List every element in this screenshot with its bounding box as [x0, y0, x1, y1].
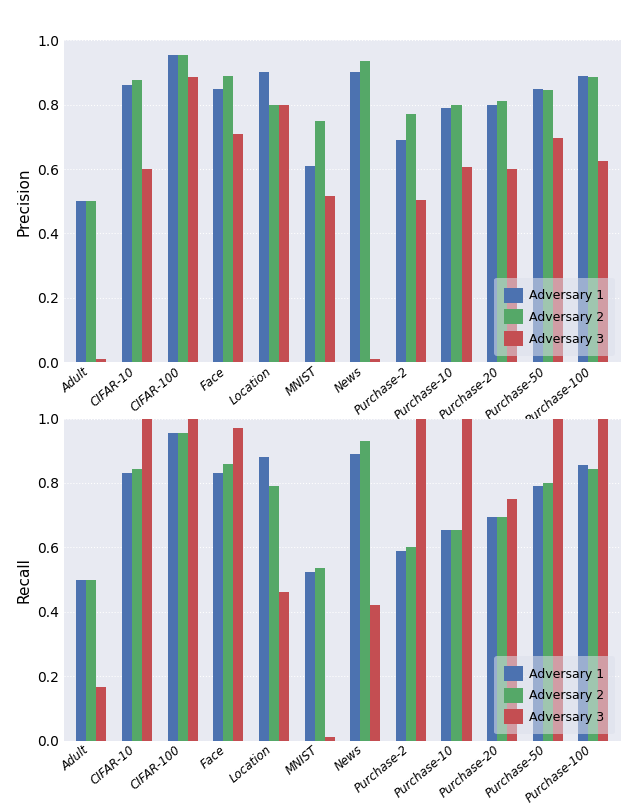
Bar [142, 169, 152, 362]
Bar [86, 201, 97, 362]
Bar [487, 517, 497, 741]
Bar [553, 419, 563, 741]
Bar [497, 101, 507, 362]
Bar [142, 419, 152, 741]
Bar [579, 465, 588, 741]
Bar [396, 551, 406, 741]
Bar [360, 61, 370, 362]
Bar [234, 428, 243, 741]
Bar [497, 517, 507, 741]
Bar [279, 105, 289, 362]
Bar [259, 457, 269, 741]
Bar [76, 580, 86, 741]
Bar [487, 105, 497, 362]
Bar [305, 572, 315, 741]
Bar [598, 419, 609, 741]
Bar [461, 167, 472, 362]
Bar [579, 76, 588, 362]
Bar [97, 687, 106, 741]
Bar [168, 433, 178, 741]
Text: (a): (a) [331, 433, 354, 451]
Bar [461, 419, 472, 741]
Legend: Adversary 1, Adversary 2, Adversary 3: Adversary 1, Adversary 2, Adversary 3 [495, 656, 614, 734]
Bar [122, 473, 132, 741]
Bar [507, 169, 517, 362]
Bar [223, 76, 234, 362]
Bar [360, 441, 370, 741]
Bar [76, 201, 86, 362]
Bar [269, 105, 279, 362]
Bar [588, 77, 598, 362]
Bar [598, 161, 609, 362]
Bar [86, 580, 97, 741]
Bar [132, 80, 142, 362]
Bar [178, 55, 188, 362]
Bar [223, 464, 234, 741]
Y-axis label: Recall: Recall [17, 557, 31, 602]
Bar [279, 592, 289, 741]
Bar [234, 134, 243, 362]
Bar [543, 90, 553, 362]
Bar [532, 486, 543, 741]
Bar [396, 140, 406, 362]
Bar [370, 605, 380, 741]
Bar [178, 433, 188, 741]
Bar [122, 85, 132, 362]
Bar [442, 108, 451, 362]
Bar [451, 530, 461, 741]
Bar [588, 469, 598, 741]
Bar [543, 483, 553, 741]
Bar [406, 114, 416, 362]
Bar [532, 89, 543, 362]
Bar [416, 200, 426, 362]
Bar [132, 469, 142, 741]
Bar [213, 89, 223, 362]
Bar [168, 55, 178, 362]
Y-axis label: Precision: Precision [17, 167, 31, 236]
Bar [305, 166, 315, 362]
Bar [213, 473, 223, 741]
Bar [451, 105, 461, 362]
Bar [370, 359, 380, 362]
Bar [188, 419, 198, 741]
Bar [442, 530, 451, 741]
Bar [350, 454, 360, 741]
Bar [553, 138, 563, 362]
Bar [188, 77, 198, 362]
Bar [350, 72, 360, 362]
Bar [416, 419, 426, 741]
Bar [507, 499, 517, 741]
Legend: Adversary 1, Adversary 2, Adversary 3: Adversary 1, Adversary 2, Adversary 3 [495, 278, 614, 356]
Bar [324, 737, 335, 741]
Bar [315, 568, 324, 741]
Bar [269, 486, 279, 741]
Bar [315, 121, 324, 362]
Bar [97, 359, 106, 362]
Bar [259, 72, 269, 362]
Bar [406, 547, 416, 741]
Bar [324, 196, 335, 362]
